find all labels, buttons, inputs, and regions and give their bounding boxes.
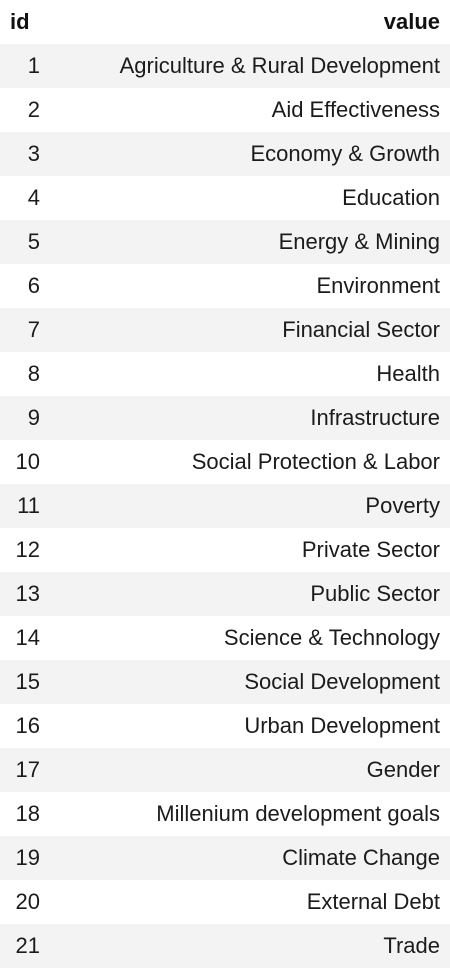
- row-id-cell: 8: [27, 361, 40, 386]
- table-row[interactable]: 16 Urban Development: [0, 704, 450, 748]
- column-header-id[interactable]: id: [10, 9, 30, 34]
- row-id-cell: 15: [15, 669, 40, 694]
- table-row[interactable]: 4 Education: [0, 176, 450, 220]
- row-value-cell: Aid Effectiveness: [271, 97, 440, 122]
- row-value-cell: Poverty: [365, 493, 440, 518]
- row-id-cell: 6: [27, 273, 40, 298]
- row-id-cell: 12: [15, 537, 40, 562]
- row-value-cell: Trade: [383, 933, 440, 958]
- row-value-cell: Social Development: [244, 669, 440, 694]
- table-row[interactable]: 20 External Debt: [0, 880, 450, 924]
- row-id-cell: 10: [15, 449, 40, 474]
- row-id-cell: 16: [15, 713, 40, 738]
- table-row[interactable]: 6 Environment: [0, 264, 450, 308]
- table-row[interactable]: 21 Trade: [0, 924, 450, 968]
- table-row[interactable]: 11 Poverty: [0, 484, 450, 528]
- row-value-cell: Infrastructure: [310, 405, 440, 430]
- table-row[interactable]: 5 Energy & Mining: [0, 220, 450, 264]
- row-value-cell: Gender: [366, 757, 440, 782]
- column-header-value[interactable]: value: [383, 9, 440, 34]
- table-row[interactable]: 14 Science & Technology: [0, 616, 450, 660]
- row-id-cell: 1: [27, 53, 40, 78]
- row-value-cell: Financial Sector: [282, 317, 440, 342]
- row-value-cell: Millenium development goals: [156, 801, 440, 826]
- row-id-cell: 17: [15, 757, 40, 782]
- row-id-cell: 21: [15, 933, 40, 958]
- table-row[interactable]: 12 Private Sector: [0, 528, 450, 572]
- table-row[interactable]: 15 Social Development: [0, 660, 450, 704]
- row-id-cell: 9: [27, 405, 40, 430]
- row-value-cell: Private Sector: [301, 537, 440, 562]
- row-id-cell: 19: [15, 845, 40, 870]
- row-id-cell: 18: [15, 801, 40, 826]
- table-header: id value: [0, 0, 450, 44]
- row-id-cell: 14: [15, 625, 40, 650]
- row-id-cell: 5: [27, 229, 40, 254]
- table-body: 1 Agriculture & Rural Development 2 Aid Eff…: [0, 44, 450, 968]
- row-id-cell: 4: [27, 185, 40, 210]
- table-row[interactable]: 1 Agriculture & Rural Development: [0, 44, 450, 88]
- row-id-cell: 7: [27, 317, 40, 342]
- row-value-cell: Social Protection & Labor: [191, 449, 440, 474]
- row-value-cell: Education: [342, 185, 440, 210]
- row-id-cell: 3: [27, 141, 40, 166]
- row-value-cell: Agriculture & Rural Development: [119, 53, 440, 78]
- row-id-cell: 13: [15, 581, 40, 606]
- table-row[interactable]: 7 Financial Sector: [0, 308, 450, 352]
- table-row[interactable]: 18 Millenium development goals: [0, 792, 450, 836]
- row-value-cell: External Debt: [306, 889, 440, 914]
- table-row[interactable]: 10 Social Protection & Labor: [0, 440, 450, 484]
- table-row[interactable]: 9 Infrastructure: [0, 396, 450, 440]
- row-id-cell: 20: [15, 889, 40, 914]
- header-row: id value: [0, 0, 450, 44]
- row-value-cell: Energy & Mining: [278, 229, 440, 254]
- row-id-cell: 11: [17, 493, 40, 518]
- table-row[interactable]: 17 Gender: [0, 748, 450, 792]
- row-value-cell: Economy & Growth: [250, 141, 440, 166]
- table-row[interactable]: 13 Public Sector: [0, 572, 450, 616]
- row-value-cell: Urban Development: [244, 713, 440, 738]
- row-id-cell: 2: [27, 97, 40, 122]
- row-value-cell: Environment: [316, 273, 440, 298]
- row-value-cell: Climate Change: [282, 845, 440, 870]
- table-row[interactable]: 8 Health: [0, 352, 450, 396]
- table-row[interactable]: 3 Economy & Growth: [0, 132, 450, 176]
- row-value-cell: Health: [376, 361, 440, 386]
- row-value-cell: Science & Technology: [223, 625, 440, 650]
- row-value-cell: Public Sector: [310, 581, 440, 606]
- table-row[interactable]: 19 Climate Change: [0, 836, 450, 880]
- table-row[interactable]: 2 Aid Effectiveness: [0, 88, 450, 132]
